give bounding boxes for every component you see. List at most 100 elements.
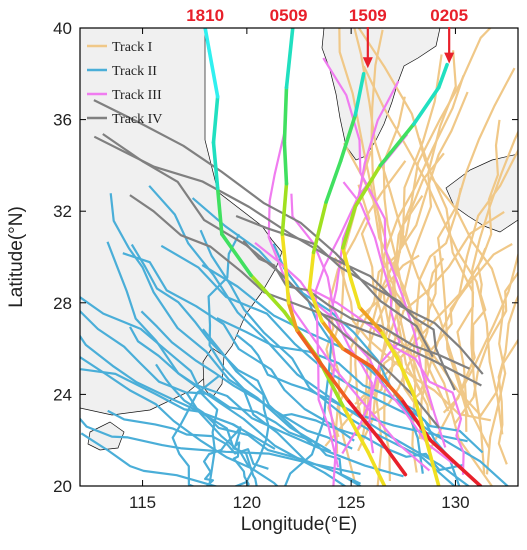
y-tick-label: 36	[53, 111, 72, 130]
background-track-line	[231, 422, 250, 486]
y-axis-title: Latitude(°N)	[6, 206, 27, 308]
highlighted-track-1509-segment	[324, 159, 343, 204]
highlighted-track-0205-segment	[357, 305, 383, 333]
background-track-line	[453, 270, 518, 426]
x-tick-label: 125	[337, 493, 365, 512]
highlighted-track-1509-segment	[338, 113, 358, 163]
y-tick-label: 24	[53, 385, 72, 404]
track-callouts: 1810 0509 1509 0205	[186, 6, 468, 69]
background-track-line	[341, 181, 401, 455]
highlighted-track-0205-segment	[340, 204, 358, 250]
callout-arrow-head	[444, 52, 455, 64]
highlighted-track-0205-segment	[411, 85, 441, 126]
x-tick-label: 115	[129, 493, 156, 512]
background-track-line	[106, 241, 347, 486]
y-tick-label: 20	[53, 477, 72, 496]
background-track-line	[418, 147, 518, 440]
highlighted-track-0509-segment	[286, 300, 299, 333]
highlighted-track-1509-segment	[307, 287, 324, 323]
highlighted-track-0205-segment	[353, 163, 383, 209]
background-track-line	[207, 233, 306, 461]
background-track-line	[338, 28, 494, 486]
background-track-line	[235, 333, 468, 443]
background-track-line	[357, 28, 486, 475]
background-track-line	[202, 328, 270, 486]
highlighted-track-0205-segment	[349, 278, 362, 310]
background-track-line	[107, 409, 269, 470]
legend-label: Track I	[112, 40, 153, 55]
legend-label: Track IV	[112, 112, 162, 127]
legend: Track I Track II Track III Track IV	[87, 40, 162, 127]
highlighted-track-0509-segment	[284, 28, 295, 90]
highlighted-track-0509-segment	[284, 273, 291, 305]
highlighted-track-0205-segment	[411, 392, 429, 443]
highlighted-track-0509-segment	[318, 360, 349, 401]
y-tick-label: 28	[53, 294, 72, 313]
background-track-line	[412, 187, 462, 427]
background-track-line	[93, 99, 434, 358]
callout-label-0509: 0509	[270, 6, 308, 25]
legend-label: Track II	[112, 64, 157, 79]
background-track-line	[80, 368, 258, 486]
background-track-line	[242, 240, 471, 370]
background-track-line	[109, 193, 332, 453]
background-track-line	[171, 374, 221, 486]
highlighted-track-1509-segment	[370, 365, 404, 401]
callout-label-1810: 1810	[186, 6, 224, 25]
highlighted-track-0509-segment	[378, 438, 408, 477]
background-track-line	[375, 54, 443, 486]
x-axis: 115 120 125 130	[129, 28, 470, 512]
highlighted-track-0205-segment	[395, 355, 416, 397]
highlighted-track-1810-segment	[211, 140, 220, 191]
y-tick-label: 32	[53, 202, 72, 221]
background-track-line	[392, 28, 492, 395]
background-track-line	[381, 152, 445, 411]
background-track-line	[140, 310, 353, 450]
highlighted-track-0509-segment	[295, 328, 322, 365]
highlighted-track-0205-segment	[378, 328, 399, 360]
background-track-line	[102, 133, 441, 429]
highlighted-track-1509-segment	[340, 346, 374, 369]
highlighted-track-1810-segment	[203, 28, 212, 53]
background-track-line	[322, 57, 447, 448]
callout-label-0205: 0205	[430, 6, 468, 25]
highlighted-track-0205-segment	[340, 246, 353, 282]
highlighted-track-1810-segment	[215, 186, 224, 236]
y-tick-label: 40	[53, 19, 72, 38]
highlighted-track-0509-segment	[345, 397, 383, 443]
background-track-line	[80, 334, 276, 450]
background-track-line	[327, 80, 400, 486]
background-track-line	[203, 425, 242, 486]
background-track-line	[80, 417, 361, 475]
background-track-line	[290, 193, 454, 465]
highlighted-track-1810-segment	[211, 94, 220, 145]
background-track-line	[418, 138, 507, 475]
x-tick-label: 120	[233, 493, 261, 512]
background-track-line	[357, 50, 457, 452]
highlighted-track-1509-segment	[353, 72, 366, 117]
y-axis: 20 24 28 32 36 40	[53, 19, 518, 496]
highlighted-track-1509-segment	[307, 250, 316, 291]
background-track-line	[80, 355, 279, 486]
highlighted-track-0205-segment	[424, 438, 441, 486]
background-track-line	[148, 185, 471, 486]
highlighted-track-1810-segment	[220, 232, 253, 278]
background-track-line	[324, 257, 445, 447]
highlighted-track-1810-segment	[207, 49, 220, 99]
highlighted-track-0509-segment	[282, 85, 289, 145]
legend-label: Track III	[112, 88, 162, 103]
highlighted-track-0205-segment	[436, 62, 449, 90]
background-track-line	[442, 247, 487, 414]
highlighted-tracks	[203, 28, 483, 486]
x-tick-label: 130	[441, 493, 469, 512]
background-track-line	[80, 432, 219, 486]
background-track-line	[357, 184, 424, 440]
highlighted-track-1810-segment	[340, 404, 370, 454]
x-axis-title: Longitude(°E)	[241, 514, 357, 535]
highlighted-track-1509-segment	[320, 319, 345, 351]
highlighted-track-0205-segment	[378, 122, 416, 168]
highlighted-track-1810-segment	[249, 273, 287, 314]
highlighted-track-1810-segment	[366, 449, 387, 486]
background-track-line	[412, 243, 513, 401]
